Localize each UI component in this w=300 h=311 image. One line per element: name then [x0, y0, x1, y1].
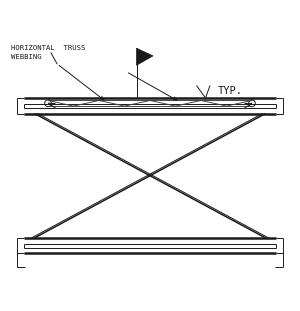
Polygon shape [136, 48, 153, 65]
Text: HORIZONTAL  TRUSS
WEBBING: HORIZONTAL TRUSS WEBBING [11, 45, 85, 60]
Text: TYP.: TYP. [218, 86, 242, 96]
